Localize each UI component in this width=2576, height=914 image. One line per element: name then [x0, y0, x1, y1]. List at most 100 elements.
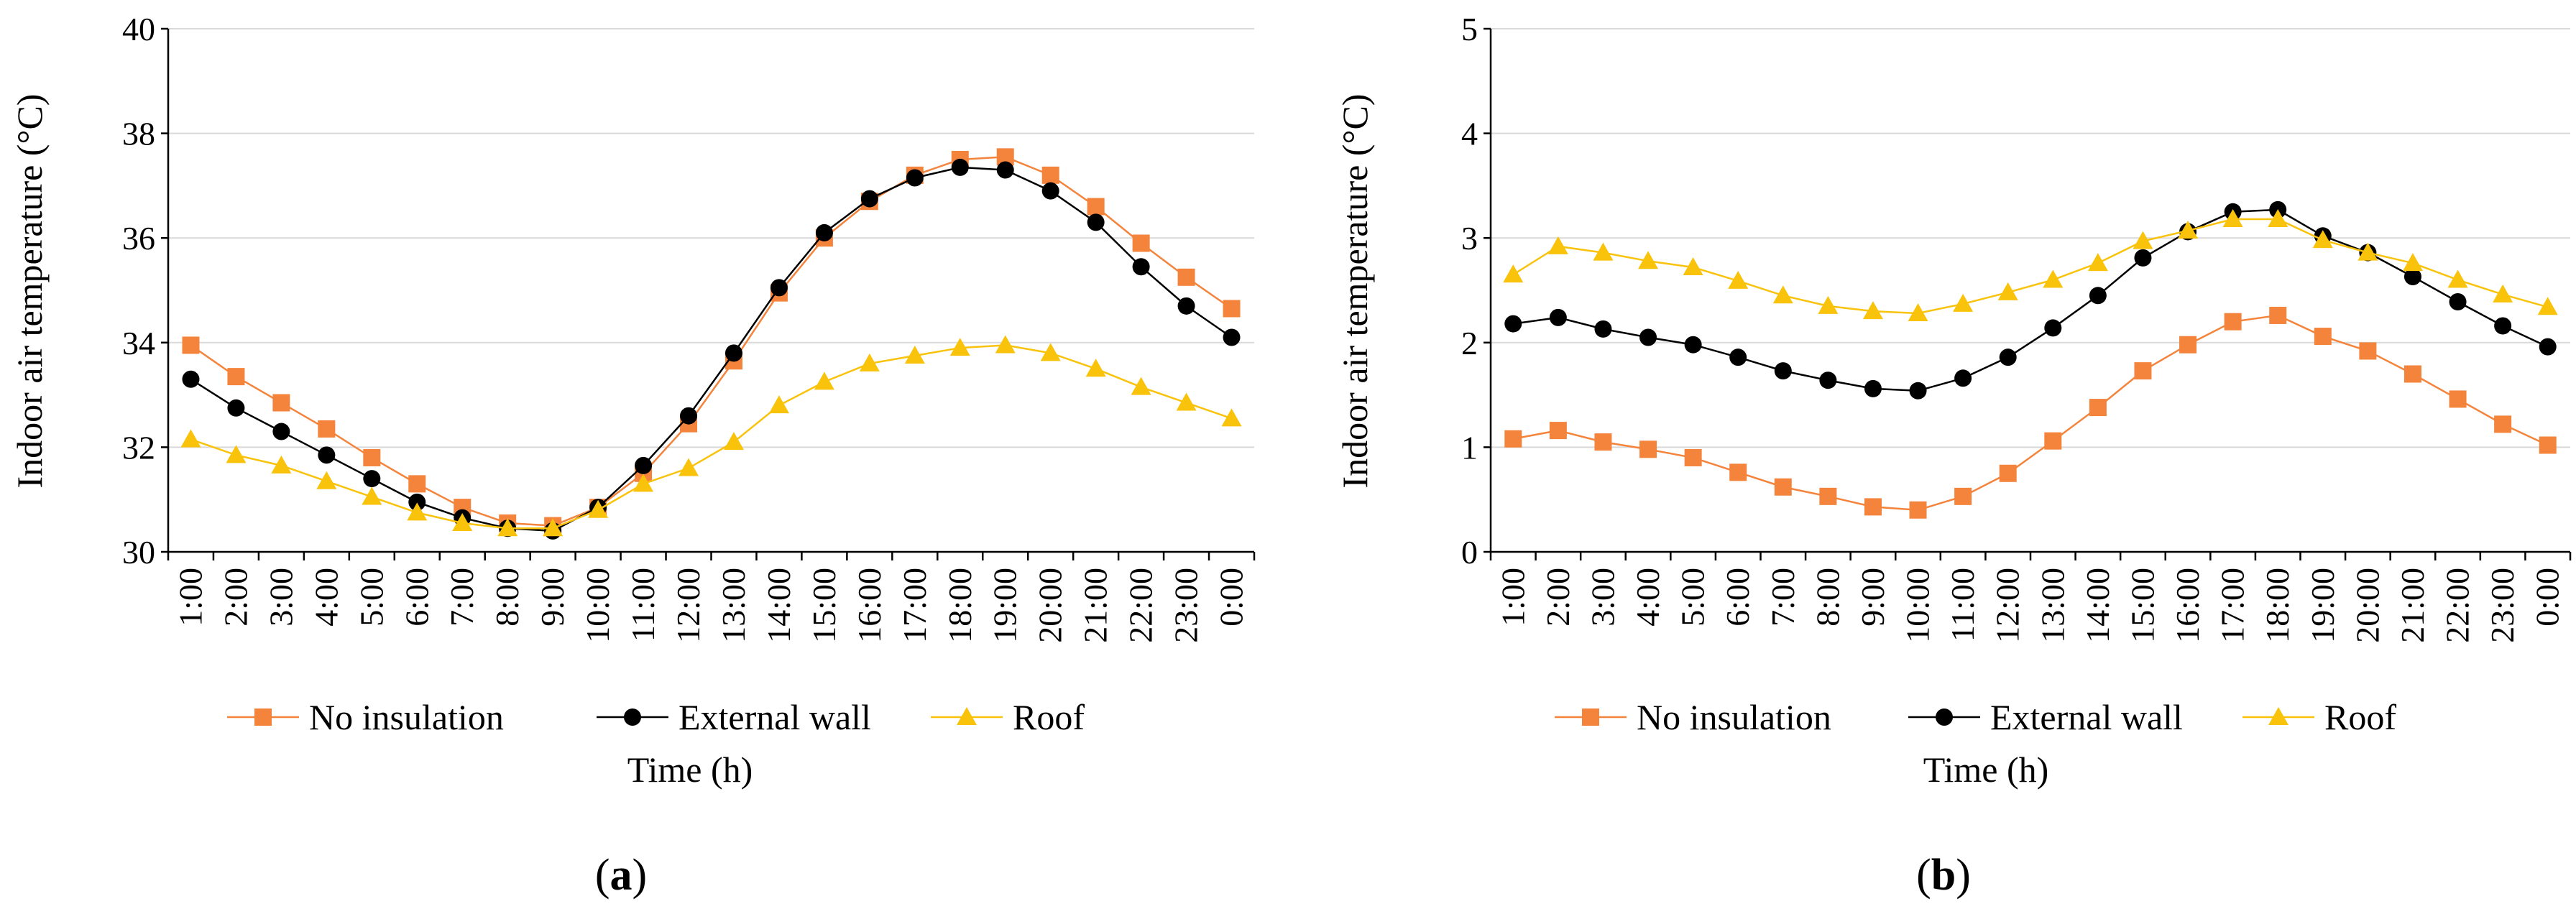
series-roof [1503, 208, 2558, 322]
data-point [1954, 487, 1972, 505]
data-point [949, 338, 970, 356]
legend-marker [1936, 708, 1953, 726]
data-point [1819, 371, 1837, 389]
data-point [363, 448, 381, 466]
x-tick-label: 5:00 [353, 568, 390, 627]
data-point [1177, 268, 1195, 286]
x-tick-label: 17:00 [2214, 568, 2251, 643]
data-point [1999, 348, 2017, 366]
legend-label: No insulation [1637, 697, 1831, 737]
x-tick-label: 1:00 [172, 568, 208, 627]
data-point [2134, 249, 2152, 267]
data-point [2494, 317, 2512, 335]
data-point [1040, 343, 1061, 361]
data-point [1504, 315, 1522, 333]
data-point [2539, 338, 2557, 356]
y-tick-label: 32 [122, 429, 155, 466]
x-tick-label: 15:00 [806, 568, 842, 643]
data-point [814, 371, 834, 390]
legend-item: Roof [931, 697, 1085, 737]
x-tick-label: 20:00 [1032, 568, 1069, 643]
x-tick-label: 14:00 [760, 568, 797, 643]
x-tick-label: 5:00 [1675, 568, 1711, 627]
x-tick-label: 18:00 [2259, 568, 2296, 643]
data-point [1549, 308, 1567, 326]
series-line [1512, 218, 2549, 315]
data-point [588, 499, 609, 518]
data-point [227, 368, 245, 386]
data-point [1041, 166, 1059, 184]
y-axis-title-a: Indoor air temperature (°C) [9, 94, 50, 489]
x-tick-label: 10:00 [579, 568, 616, 643]
data-point [408, 475, 426, 493]
x-tick-label: 16:00 [851, 568, 888, 643]
series-external-wall [182, 158, 1241, 540]
data-point [1223, 328, 1241, 346]
y-tick-label: 0 [1461, 534, 1478, 571]
data-point [1087, 198, 1105, 216]
data-point [1549, 422, 1567, 440]
data-point [1908, 303, 1928, 322]
data-point [2449, 390, 2467, 408]
data-point [1683, 257, 1703, 275]
x-tick-label: 15:00 [2124, 568, 2161, 643]
y-tick-label: 4 [1461, 116, 1478, 152]
legend-marker [254, 708, 272, 726]
series-no-insulation [1504, 306, 2557, 519]
series-line [190, 156, 1233, 527]
legend-item: No insulation [227, 697, 504, 737]
series-external-wall [1504, 200, 2557, 400]
y-tick-label: 30 [122, 534, 155, 571]
x-tick-label: 23:00 [2484, 568, 2521, 643]
legend-label: Roof [1013, 697, 1085, 737]
data-point [272, 423, 290, 440]
x-tick-label: 11:00 [1944, 568, 1981, 642]
grid-lines-b [1491, 28, 2570, 448]
x-axis-title-b: Time (h) [1923, 749, 2049, 790]
x-tick-label: 7:00 [1765, 568, 1801, 627]
data-point [2089, 399, 2107, 417]
data-point [1087, 213, 1105, 231]
data-point [2268, 208, 2288, 227]
data-point [1131, 377, 1151, 395]
data-point [182, 370, 200, 388]
data-point [768, 395, 789, 414]
data-point [1953, 293, 1974, 312]
y-tick-label: 34 [122, 325, 155, 361]
data-point [996, 161, 1014, 179]
x-tick-label: 21:00 [2394, 568, 2431, 643]
series-roof [180, 335, 1242, 537]
data-point [1909, 382, 1927, 400]
data-point [316, 471, 337, 489]
data-point [904, 346, 925, 364]
data-point [2134, 362, 2152, 380]
data-point [1176, 392, 1197, 411]
data-point [1684, 448, 1702, 466]
x-tick-label: 6:00 [1719, 568, 1756, 627]
data-point [678, 458, 699, 476]
x-tick-label: 1:00 [1494, 568, 1531, 627]
legend-marker [1582, 708, 1599, 726]
data-point [1085, 359, 1106, 377]
data-point [227, 399, 245, 417]
panel-label-b: (b) [1916, 851, 1971, 900]
data-point [2449, 293, 2467, 311]
x-tick-label: 9:00 [534, 568, 571, 627]
data-point [2224, 313, 2242, 331]
data-point [318, 446, 336, 464]
data-point [906, 169, 924, 187]
data-point [2404, 365, 2421, 383]
panel-label-letter-b: b [1931, 851, 1956, 900]
data-point [407, 502, 428, 521]
x-tick-label: 16:00 [2169, 568, 2206, 643]
axes-a: 30 32 34 36 38 40 1:00 2:00 3:00 4:00 5:00 6:00 7:00… [122, 11, 1256, 643]
data-point [362, 486, 382, 505]
x-tick-label: 11:00 [625, 568, 661, 642]
x-tick-label: 14:00 [2079, 568, 2116, 643]
data-point [1729, 463, 1747, 481]
x-tick-label: 23:00 [1168, 568, 1205, 643]
data-point [543, 518, 564, 537]
data-point [1547, 236, 1568, 254]
legend-b: No insulation External wall Roof [1555, 697, 2396, 737]
